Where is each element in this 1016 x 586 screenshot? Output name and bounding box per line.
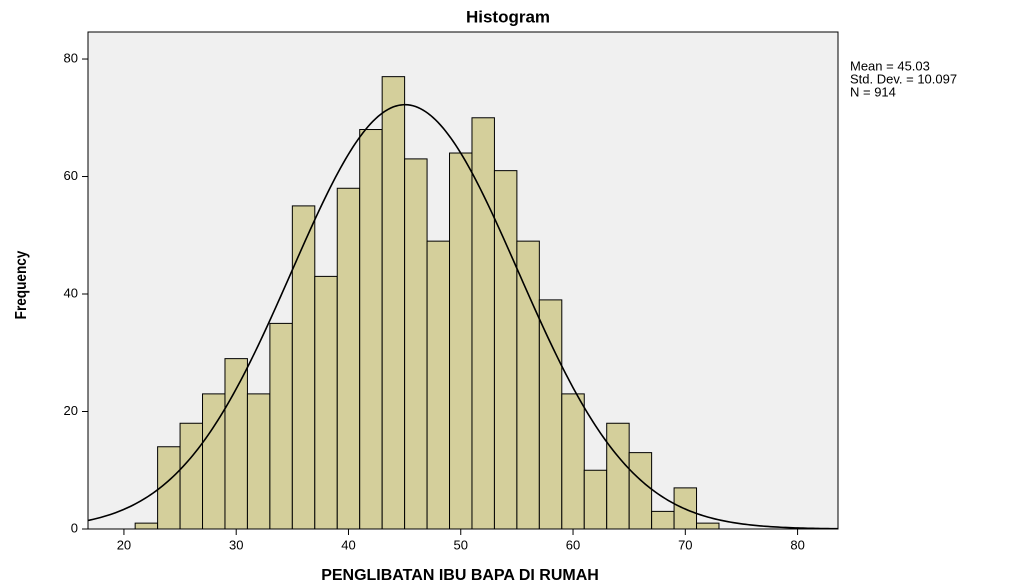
x-tick-label: 30 <box>229 537 243 552</box>
bar <box>179 422 204 530</box>
bar <box>449 152 473 530</box>
x-tick-label: 70 <box>678 537 692 552</box>
bar <box>359 129 383 530</box>
x-axis-label: PENGLIBATAN IBU BAPA DI RUMAH <box>321 567 599 584</box>
bar <box>696 522 720 530</box>
bar <box>561 393 585 530</box>
chart-title: Histogram <box>466 7 550 26</box>
bar <box>404 158 428 530</box>
x-tick-label: 50 <box>454 537 468 552</box>
bar <box>538 299 563 530</box>
stat-label: Mean = 45.03 <box>850 58 930 73</box>
bar <box>134 522 159 530</box>
stat-label: N = 914 <box>850 84 896 99</box>
bar <box>224 358 248 530</box>
bar <box>651 510 675 530</box>
bar <box>336 187 361 530</box>
x-tick-label: 80 <box>790 537 804 552</box>
y-tick-label: 0 <box>71 520 78 535</box>
bar <box>606 422 630 530</box>
bar <box>583 469 608 530</box>
bar <box>516 240 540 530</box>
y-tick-label: 20 <box>64 403 78 418</box>
y-tick-label: 60 <box>64 168 78 183</box>
bar <box>314 275 338 530</box>
bar <box>269 322 293 530</box>
y-tick-label: 40 <box>64 285 78 300</box>
x-tick-label: 40 <box>341 537 355 552</box>
bar <box>291 205 316 530</box>
bar <box>246 393 271 530</box>
bar <box>426 240 451 530</box>
bar <box>381 76 406 530</box>
y-axis-label: Frequency <box>13 250 30 319</box>
stat-label: Std. Dev. = 10.097 <box>850 71 957 86</box>
normal-curve <box>87 103 839 530</box>
x-tick-label: 60 <box>566 537 580 552</box>
y-tick-label: 80 <box>64 50 78 65</box>
x-tick-label: 20 <box>117 537 131 552</box>
bar <box>628 452 653 530</box>
